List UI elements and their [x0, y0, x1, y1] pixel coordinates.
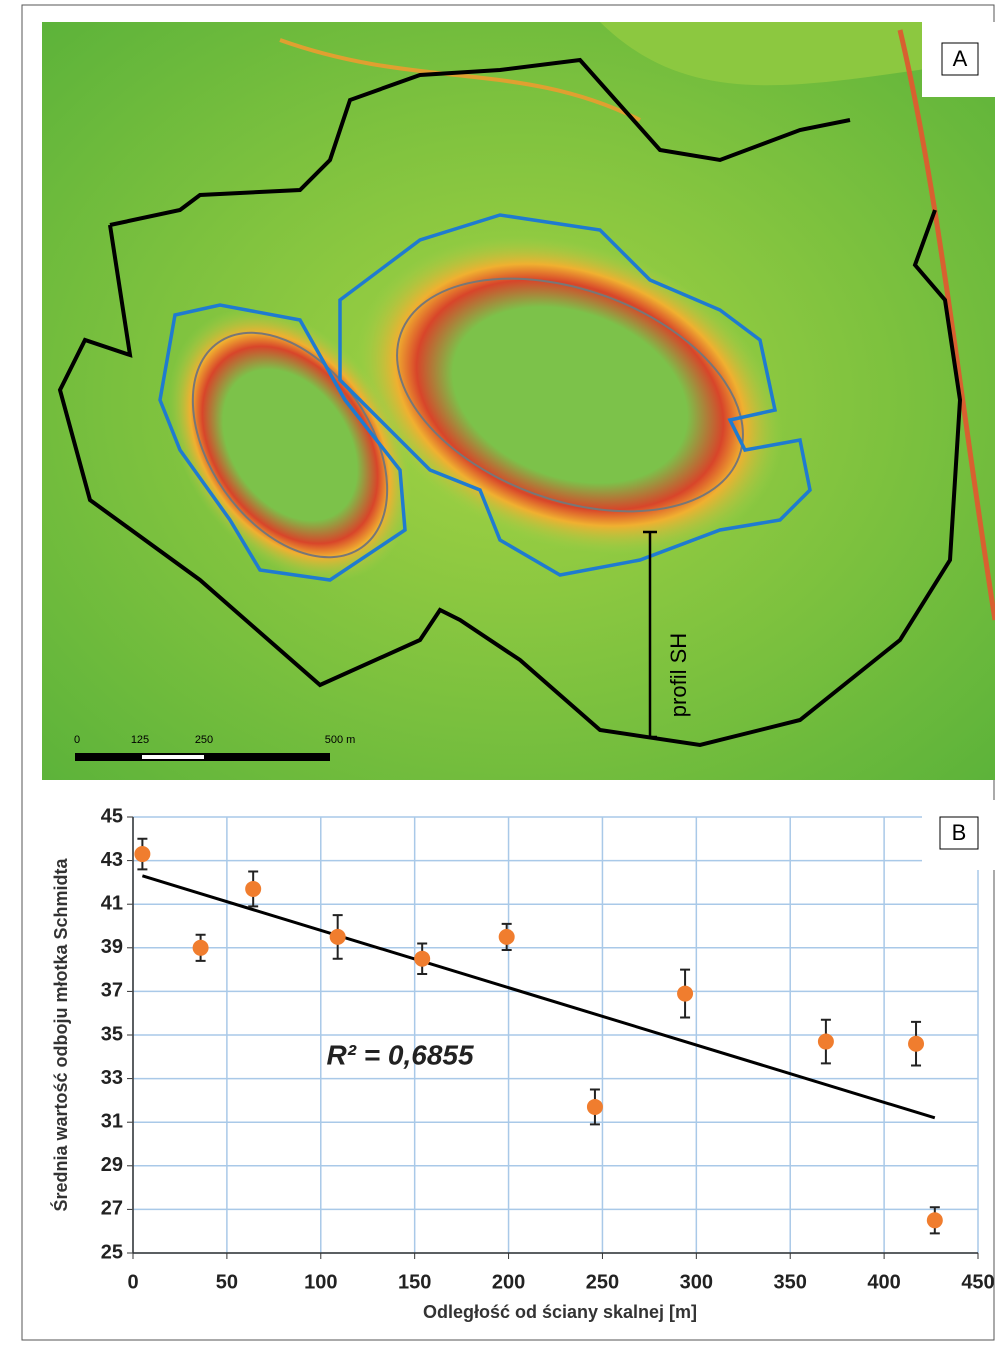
scale-label: 0: [74, 734, 80, 746]
point: [498, 928, 515, 945]
panel-label: A: [953, 46, 968, 71]
contour: [396, 277, 744, 513]
y-tick-label: 37: [101, 980, 123, 1002]
y-tick-label: 41: [101, 892, 123, 914]
scale-label: 500 m: [325, 734, 356, 746]
x-tick-label: 150: [398, 1271, 431, 1293]
x-tick-label: 300: [680, 1271, 713, 1293]
terrain-ridge: [897, 29, 995, 621]
y-tick-label: 33: [101, 1067, 123, 1089]
y-tick-label: 29: [101, 1154, 123, 1176]
point: [329, 928, 346, 945]
hill: [356, 235, 784, 555]
outline: [158, 303, 407, 582]
x-tick-label: 450: [961, 1271, 994, 1293]
y-tick-label: 27: [101, 1198, 123, 1220]
scale-label: 125: [131, 734, 149, 746]
terrain-ridge: [279, 38, 641, 122]
trendline: [141, 874, 936, 1120]
point: [908, 1035, 925, 1052]
y-tick-label: 31: [101, 1110, 123, 1132]
label-box: [939, 816, 979, 850]
point: [586, 1098, 603, 1115]
point: [245, 880, 262, 897]
profile-label: profil SH: [666, 633, 691, 717]
y-tick-label: 39: [101, 936, 123, 958]
annotation: R² = 0,6855: [326, 1039, 474, 1070]
map-panel: profil SH 0 125 250 500 m A: [42, 22, 995, 780]
y-tick-label: 43: [101, 849, 123, 871]
x-tick-label: 0: [127, 1271, 138, 1293]
x-tick-label: 100: [304, 1271, 337, 1293]
scale-bar-segment: [142, 755, 204, 759]
point: [677, 985, 694, 1002]
y-tick-label: 45: [101, 805, 123, 827]
x-tick-label: 50: [216, 1271, 238, 1293]
label-box: [941, 42, 979, 76]
point: [192, 939, 209, 956]
boundary: [57, 209, 963, 748]
y-tick-label: 25: [101, 1241, 123, 1263]
x-axis-label: Odległość od ściany skalnej [m]: [423, 1302, 697, 1322]
point: [926, 1212, 943, 1229]
x-tick-label: 200: [492, 1271, 525, 1293]
hill: [168, 308, 412, 582]
panel-label: B: [952, 820, 967, 845]
x-tick-label: 350: [774, 1271, 807, 1293]
scale-label: 250: [195, 734, 213, 746]
x-tick-label: 400: [867, 1271, 900, 1293]
terrain: [600, 22, 995, 86]
point: [817, 1033, 834, 1050]
boundary: [109, 57, 851, 227]
point: [134, 846, 151, 863]
y-axis-label: Średnia wartość odboju młotka Schmidta: [50, 857, 71, 1211]
x-tick-label: 250: [586, 1271, 619, 1293]
y-tick-label: 35: [101, 1023, 123, 1045]
outline: [338, 213, 812, 577]
point: [414, 950, 431, 967]
contour: [191, 331, 389, 559]
